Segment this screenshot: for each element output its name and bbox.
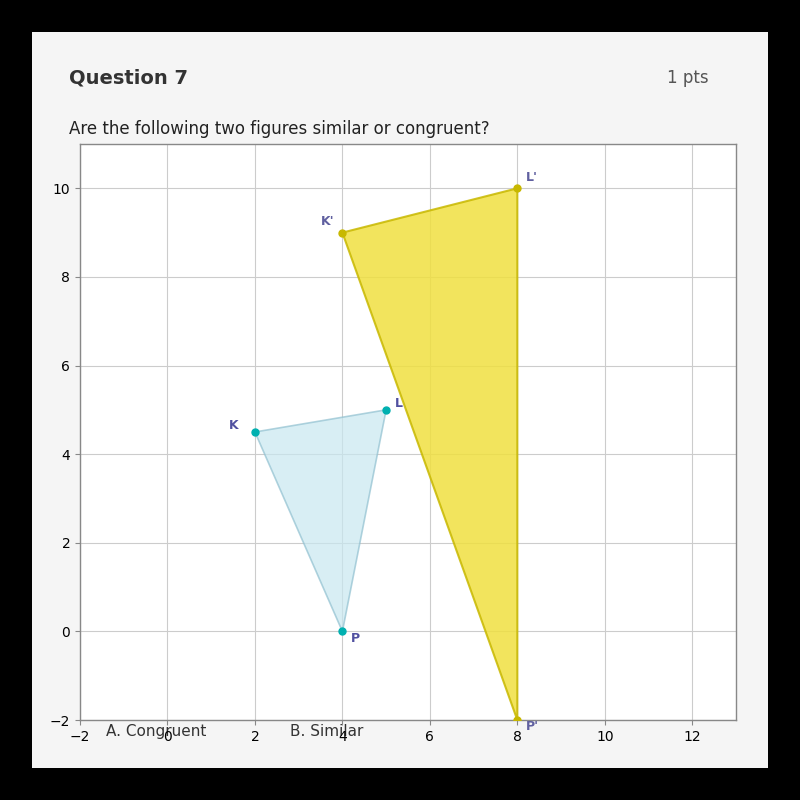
Text: L: L (395, 397, 403, 410)
Text: K: K (229, 419, 238, 432)
Text: B. Similar: B. Similar (290, 723, 363, 738)
Polygon shape (255, 410, 386, 631)
Text: P: P (351, 632, 360, 645)
Text: 1 pts: 1 pts (667, 69, 709, 86)
Polygon shape (342, 188, 518, 720)
Text: Question 7: Question 7 (69, 69, 188, 88)
Text: P': P' (526, 720, 539, 734)
Text: K': K' (321, 215, 334, 228)
Text: L': L' (526, 171, 538, 184)
Text: A. Congruent: A. Congruent (106, 723, 206, 738)
Text: Are the following two figures similar or congruent?: Are the following two figures similar or… (69, 120, 490, 138)
